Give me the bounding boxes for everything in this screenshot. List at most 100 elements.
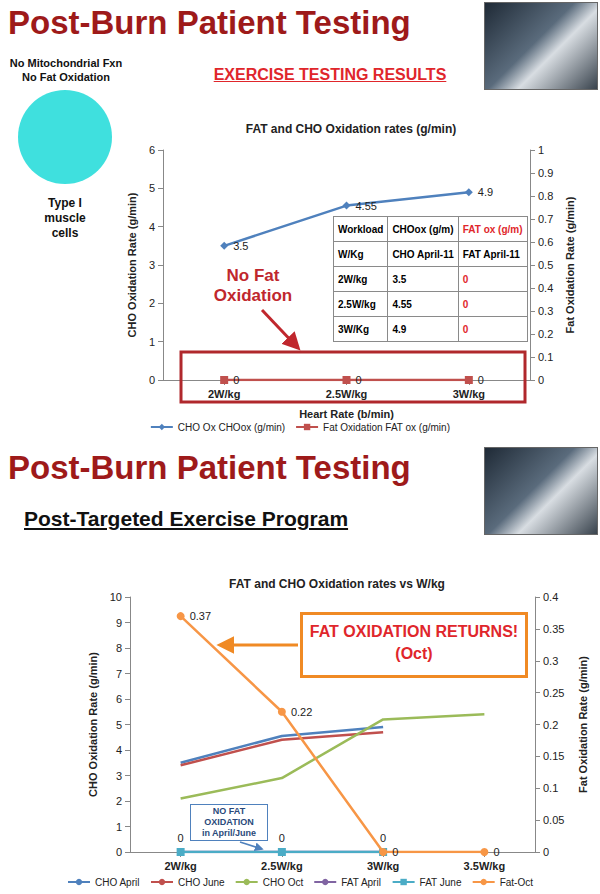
svg-text:0.22: 0.22 — [291, 706, 312, 718]
html-text:2.5W/kg: 2.5W/kg — [338, 298, 376, 310]
svg-text:0.4: 0.4 — [538, 282, 553, 294]
svg-text:3.5: 3.5 — [233, 240, 248, 252]
html-text:4.9: 4.9 — [392, 323, 407, 335]
svg-text:0.35: 0.35 — [543, 623, 564, 635]
html-text:3.5: 3.5 — [392, 273, 407, 285]
svg-text:2.5W/kg: 2.5W/kg — [326, 388, 368, 400]
svg-text:3.5W/kg: 3.5W/kg — [464, 860, 506, 872]
html-text:EXERCISE TESTING RESULTS: EXERCISE TESTING RESULTS — [213, 66, 447, 83]
svg-text:0.25: 0.25 — [543, 687, 564, 699]
svg-text:3: 3 — [116, 770, 122, 782]
html-text:FAT OXIDATION RETURNS!: FAT OXIDATION RETURNS! — [309, 623, 519, 640]
svg-text:FAT June: FAT June — [420, 877, 462, 888]
svg-text:4.55: 4.55 — [356, 200, 377, 212]
svg-text:0.3: 0.3 — [543, 655, 558, 667]
svg-text:0: 0 — [356, 374, 362, 386]
html-text:2W/kg: 2W/kg — [338, 273, 368, 285]
html-text:0: 0 — [462, 273, 469, 285]
svg-text:0: 0 — [178, 832, 184, 844]
html-text:FAT April-11: FAT April-11 — [462, 248, 520, 260]
html-text:NO FAT: NO FAT — [212, 806, 246, 816]
svg-text:4: 4 — [116, 744, 122, 756]
svg-text:4.9: 4.9 — [478, 186, 493, 198]
html-text:No Fat: No Fat — [226, 266, 280, 285]
html-text:No Fat Oxidation: No Fat Oxidation — [22, 71, 110, 83]
svg-text:6: 6 — [149, 144, 155, 156]
svg-text:0.5: 0.5 — [538, 259, 553, 271]
html-text:Oxidation: Oxidation — [213, 286, 293, 305]
html-text:CHO April-11: CHO April-11 — [392, 248, 454, 260]
svg-text:0.2: 0.2 — [543, 719, 558, 731]
svg-text:0.8: 0.8 — [538, 190, 553, 202]
html-text:(Oct): (Oct) — [395, 645, 433, 662]
svg-text:0.7: 0.7 — [538, 213, 553, 225]
svg-text:2: 2 — [116, 795, 122, 807]
svg-text:Fat Oxidation Rate (g/min): Fat Oxidation Rate (g/min) — [564, 196, 576, 333]
html-text:W/Kg: W/Kg — [338, 248, 364, 260]
svg-text:0.2: 0.2 — [538, 328, 553, 340]
html-text:CHOox (g/m): CHOox (g/m) — [392, 223, 454, 235]
svg-text:0.3: 0.3 — [538, 305, 553, 317]
svg-text:CHO June: CHO June — [178, 877, 225, 888]
svg-text:0.9: 0.9 — [538, 167, 553, 179]
svg-text:0.05: 0.05 — [543, 814, 564, 826]
svg-text:0: 0 — [493, 846, 499, 858]
svg-text:1: 1 — [116, 821, 122, 833]
svg-text:0.6: 0.6 — [538, 236, 553, 248]
svg-text:7: 7 — [116, 668, 122, 680]
svg-text:3W/kg: 3W/kg — [367, 860, 399, 872]
svg-text:5: 5 — [149, 182, 155, 194]
svg-text:3: 3 — [149, 259, 155, 271]
svg-text:2.5W/kg: 2.5W/kg — [261, 860, 303, 872]
svg-text:0: 0 — [380, 832, 386, 844]
svg-text:FAT and CHO Oxidation rates vs: FAT and CHO Oxidation rates vs W/kg — [229, 577, 445, 591]
html-text:Workload: Workload — [338, 223, 384, 235]
html-text:Post-Burn Patient Testing: Post-Burn Patient Testing — [8, 4, 411, 41]
svg-text:2W/kg: 2W/kg — [208, 388, 240, 400]
svg-text:0: 0 — [149, 374, 155, 386]
svg-text:0: 0 — [392, 846, 398, 858]
svg-text:0: 0 — [233, 374, 239, 386]
html-text:3W/Kg: 3W/Kg — [338, 323, 370, 335]
svg-text:Fat Oxidation Rate (g/min): Fat Oxidation Rate (g/min) — [577, 656, 589, 793]
svg-text:CHO Oxidation Rate (g/min): CHO Oxidation Rate (g/min) — [87, 652, 99, 797]
svg-text:2: 2 — [149, 297, 155, 309]
svg-text:FAT April: FAT April — [341, 877, 381, 888]
svg-text:4: 4 — [149, 221, 155, 233]
svg-text:FAT and CHO Oxidation rates (g: FAT and CHO Oxidation rates (g/min) — [246, 122, 456, 136]
svg-text:0.15: 0.15 — [543, 750, 564, 762]
svg-text:0.1: 0.1 — [538, 351, 553, 363]
svg-text:1: 1 — [538, 144, 544, 156]
html-text:Post-Targeted Exercise Program: Post-Targeted Exercise Program — [24, 507, 349, 530]
svg-text:0.4: 0.4 — [543, 591, 558, 603]
svg-text:8: 8 — [116, 642, 122, 654]
svg-text:2W/kg: 2W/kg — [164, 860, 196, 872]
svg-text:0.37: 0.37 — [190, 610, 211, 622]
svg-text:5: 5 — [116, 719, 122, 731]
svg-text:0: 0 — [538, 374, 544, 386]
html-text:OXIDATION: OXIDATION — [204, 817, 254, 827]
svg-text:3W/kg: 3W/kg — [453, 388, 485, 400]
svg-text:CHO Ox CHOox (g/min): CHO Ox CHOox (g/min) — [178, 422, 285, 433]
svg-text:10: 10 — [110, 591, 122, 603]
html-text:FAT ox (g/m): FAT ox (g/m) — [462, 223, 523, 235]
svg-text:0: 0 — [279, 832, 285, 844]
svg-text:Fat-Oct: Fat-Oct — [500, 877, 534, 888]
svg-text:0.1: 0.1 — [543, 782, 558, 794]
svg-text:6: 6 — [116, 693, 122, 705]
svg-text:CHO April: CHO April — [95, 877, 139, 888]
html-text:Post-Burn Patient Testing: Post-Burn Patient Testing — [8, 449, 411, 486]
html-text:in April/June: in April/June — [201, 828, 257, 838]
svg-text:0: 0 — [543, 846, 549, 858]
svg-text:CHO Oxidation Rate (g/min): CHO Oxidation Rate (g/min) — [126, 192, 138, 337]
svg-text:9: 9 — [116, 617, 122, 629]
svg-text:1: 1 — [149, 336, 155, 348]
html-text:No Mitochondrial Fxn: No Mitochondrial Fxn — [9, 57, 123, 69]
html-text:Type I muscle cells: Type I muscle cells — [44, 196, 86, 240]
svg-text:Heart Rate (b/min): Heart Rate (b/min) — [299, 408, 394, 420]
svg-text:0: 0 — [478, 374, 484, 386]
svg-text:CHO Oct: CHO Oct — [263, 877, 304, 888]
svg-text:0: 0 — [116, 846, 122, 858]
html-text:4.55: 4.55 — [392, 298, 412, 310]
svg-text:Fat Oxidation FAT ox (g/min): Fat Oxidation FAT ox (g/min) — [323, 422, 450, 433]
